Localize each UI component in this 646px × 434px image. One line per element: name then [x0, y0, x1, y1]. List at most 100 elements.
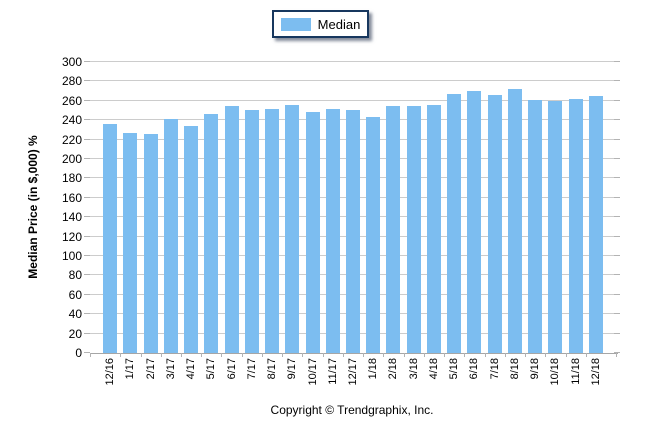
y-tick-label: 40 [68, 307, 82, 322]
y-axis-tick [614, 255, 620, 256]
y-axis-tick [614, 61, 620, 62]
bar [244, 109, 259, 353]
x-tick-label: 7/18 [488, 358, 501, 380]
y-axis-tick [614, 332, 620, 334]
x-axis-tick [261, 353, 263, 357]
y-tick-label: 220 [61, 132, 82, 147]
bar [103, 124, 118, 353]
y-axis-tick [614, 158, 620, 159]
bar [366, 117, 381, 353]
x-tick-label: 10/18 [549, 358, 562, 386]
x-tick-label: 8/18 [508, 358, 521, 380]
y-axis-tick [614, 313, 620, 315]
y-tick-label: 240 [61, 113, 82, 128]
y-axis-tick [84, 216, 90, 218]
x-axis-tick [423, 353, 425, 357]
x-tick-label: 7/17 [245, 358, 258, 380]
bar [305, 112, 320, 353]
y-axis-tick [84, 332, 90, 334]
y-axis-tick [614, 216, 620, 218]
x-axis-tick [181, 353, 182, 357]
x-axis-tick [120, 353, 122, 357]
y-axis-tick [614, 138, 620, 140]
x-tick-label: 11/17 [326, 358, 339, 385]
y-tick-label: 120 [61, 229, 82, 244]
x-axis-tick [616, 353, 617, 357]
x-tick-label: 4/18 [427, 358, 440, 380]
y-axis-tick [84, 255, 90, 256]
x-axis-tick [302, 353, 304, 357]
y-axis-tick [614, 196, 620, 198]
x-axis-tick [221, 353, 223, 357]
y-axis-tick [84, 293, 90, 295]
bar [588, 95, 603, 353]
y-axis-tick [84, 313, 90, 315]
x-axis-tick [160, 353, 162, 357]
x-tick-label: 12/18 [589, 358, 602, 386]
x-tick-label: 2/18 [387, 358, 400, 380]
y-axis-tick [84, 61, 90, 62]
legend-swatch-median [280, 17, 311, 31]
y-tick-label: 260 [61, 93, 82, 108]
x-axis-tick [545, 353, 547, 357]
x-axis-tick [201, 353, 203, 357]
bar [528, 99, 543, 353]
y-axis-tick [614, 274, 620, 276]
bar [467, 91, 482, 353]
x-tick-label: 6/18 [468, 358, 481, 380]
x-axis-tick [383, 353, 385, 357]
bar [163, 119, 178, 353]
bar [507, 89, 522, 353]
y-axis-tick [84, 80, 90, 82]
bar [204, 114, 219, 353]
bar [184, 126, 199, 353]
gridline [90, 99, 614, 101]
bar [346, 109, 360, 353]
x-axis-tick [464, 353, 466, 357]
x-tick-label: 8/17 [266, 358, 279, 380]
x-axis-tick [444, 353, 446, 357]
y-tick-label: 140 [61, 210, 82, 225]
gridline [90, 80, 614, 82]
x-axis-tick [342, 353, 344, 357]
y-tick-label: 0 [75, 346, 82, 360]
x-tick-label: 1/17 [124, 358, 137, 380]
x-tick-label: 1/18 [367, 358, 380, 380]
copyright-text: Copyright © Trendgraphix, Inc. [270, 403, 434, 417]
x-tick-label: 9/17 [286, 358, 299, 380]
y-tick-label: 300 [61, 55, 82, 69]
bar [548, 100, 563, 353]
y-tick-label: 280 [61, 74, 82, 89]
y-axis-tick [84, 196, 90, 198]
x-tick-label: 4/17 [185, 358, 198, 380]
x-tick-label: 3/17 [164, 358, 177, 380]
x-axis-tick [363, 353, 365, 357]
x-axis-tick [403, 353, 405, 357]
bar [224, 105, 239, 353]
y-tick-label: 180 [61, 171, 82, 186]
x-axis-tick [525, 353, 526, 357]
y-axis-tick [84, 235, 90, 237]
y-axis-tick [614, 80, 620, 82]
x-tick-label: 9/18 [529, 358, 542, 380]
x-axis-tick [241, 353, 243, 357]
y-axis-tick [614, 119, 620, 121]
y-tick-label: 160 [61, 190, 82, 205]
x-tick-label: 2/17 [144, 358, 157, 380]
y-tick-label: 100 [61, 249, 82, 263]
x-tick-label: 12/17 [347, 358, 359, 386]
x-axis-tick [585, 353, 587, 357]
bar [265, 108, 280, 353]
y-axis-tick [614, 99, 620, 101]
bar [123, 132, 138, 353]
y-tick-label: 200 [61, 152, 82, 166]
x-tick-label: 6/17 [225, 358, 238, 380]
x-axis-tick [90, 353, 91, 357]
bar [386, 105, 401, 353]
y-axis-tick [84, 138, 90, 140]
y-axis-tick [84, 274, 90, 276]
y-axis-tick [614, 235, 620, 237]
plot-area: 0 20 40 60 80 100 120 140 160 180 200 220 240 260 280 3… [62, 55, 620, 386]
y-axis-tick [84, 352, 90, 353]
y-axis-tick [84, 177, 90, 179]
